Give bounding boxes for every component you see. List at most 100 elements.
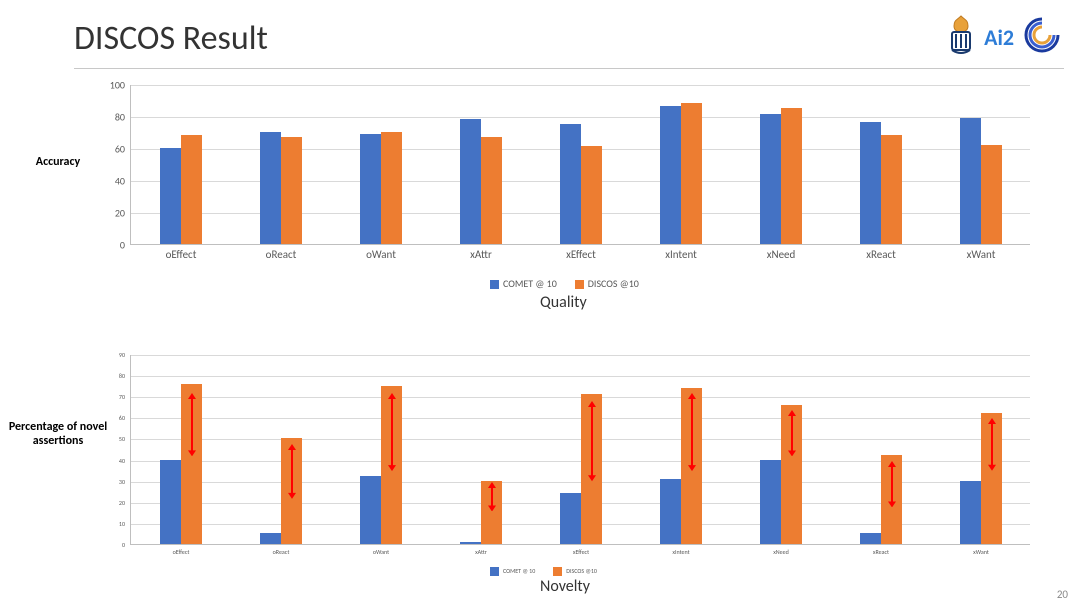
ytick: 40 — [119, 457, 131, 465]
bar-comet — [560, 493, 581, 544]
xtick: xWant — [973, 544, 989, 556]
ytick: 60 — [119, 414, 131, 422]
xtick: oEffect — [166, 244, 197, 261]
page-number: 20 — [1057, 588, 1068, 601]
chart1-ylabel: Accuracy — [8, 155, 108, 169]
bar-comet — [360, 476, 381, 544]
bar-discos — [381, 132, 402, 244]
xtick: oWant — [373, 544, 389, 556]
bar-discos — [681, 388, 702, 544]
xtick: oEffect — [173, 544, 190, 556]
logo-row: Ai2 — [946, 14, 1062, 61]
bar-comet — [160, 148, 181, 244]
accuracy-chart: 020406080100oEffectoReactoWantxAttrxEffe… — [130, 85, 1030, 305]
bar-comet — [760, 114, 781, 244]
bar-comet — [460, 119, 481, 244]
category-group — [760, 84, 802, 244]
bar-comet — [160, 460, 181, 544]
legend: COMET @ 10 DISCOS @10 — [490, 567, 597, 576]
bar-discos — [481, 137, 502, 244]
category-group — [260, 84, 302, 244]
category-group — [560, 354, 602, 544]
ytick: 0 — [122, 541, 131, 549]
ytick: 70 — [119, 393, 131, 401]
legend-item: COMET @ 10 — [490, 277, 557, 290]
legend-item: DISCOS @10 — [553, 567, 597, 576]
category-group — [460, 354, 502, 544]
bar-discos — [181, 135, 202, 244]
bar-comet — [960, 118, 981, 244]
novelty-chart: 0102030405060708090oEffectoReactoWantxAt… — [130, 355, 1030, 605]
xtick: oReact — [266, 244, 297, 261]
title-underline — [74, 68, 1064, 69]
bar-discos — [581, 146, 602, 244]
category-group — [560, 84, 602, 244]
xtick: oReact — [273, 544, 290, 556]
xtick: xIntent — [672, 544, 689, 556]
bar-comet — [560, 124, 581, 244]
bar-comet — [860, 533, 881, 544]
xtick: oWant — [366, 244, 396, 261]
bar-discos — [881, 455, 902, 544]
legend-label: DISCOS @10 — [566, 567, 597, 575]
ytick: 50 — [119, 435, 131, 443]
xtick: xAttr — [475, 544, 487, 556]
bar-discos — [781, 405, 802, 544]
category-group — [760, 354, 802, 544]
legend-label: COMET @ 10 — [503, 277, 557, 290]
ytick: 40 — [115, 175, 131, 188]
ytick: 20 — [119, 499, 131, 507]
ai2-logo: Ai2 — [984, 24, 1014, 51]
bar-comet — [960, 481, 981, 544]
slide-title: DISCOS Result — [74, 18, 268, 59]
bar-discos — [181, 384, 202, 544]
hkust-logo-icon — [946, 14, 976, 61]
legend: COMET @ 10 DISCOS @10 — [490, 277, 639, 290]
xtick: xNeed — [767, 244, 796, 261]
category-group — [260, 354, 302, 544]
ytick: 30 — [119, 478, 131, 486]
legend-label: DISCOS @10 — [588, 277, 639, 290]
bar-discos — [781, 108, 802, 244]
category-group — [660, 84, 702, 244]
bar-discos — [281, 137, 302, 244]
legend-item: COMET @ 10 — [490, 567, 535, 576]
category-group — [460, 84, 502, 244]
category-group — [360, 354, 402, 544]
category-group — [860, 84, 902, 244]
ytick: 90 — [119, 351, 131, 359]
g-logo-icon — [1022, 15, 1062, 60]
plot-area: 0102030405060708090oEffectoReactoWantxAt… — [130, 355, 1030, 545]
bar-discos — [581, 394, 602, 544]
xtick: xReact — [866, 244, 896, 261]
bar-discos — [981, 413, 1002, 544]
legend-item: DISCOS @10 — [575, 277, 639, 290]
plot-area: 020406080100oEffectoReactoWantxAttrxEffe… — [130, 85, 1030, 245]
xtick: xIntent — [665, 244, 697, 261]
bar-discos — [481, 481, 502, 544]
chart2-ylabel: Percentage of novel assertions — [8, 420, 108, 448]
category-group — [160, 84, 202, 244]
bar-discos — [681, 103, 702, 244]
bar-discos — [281, 438, 302, 544]
category-group — [360, 84, 402, 244]
ytick: 20 — [115, 207, 131, 220]
bar-comet — [260, 132, 281, 244]
category-group — [860, 354, 902, 544]
novelty-subtitle: Novelty — [540, 577, 590, 596]
xtick: xAttr — [470, 244, 492, 261]
bar-comet — [860, 122, 881, 244]
ytick: 100 — [110, 79, 131, 92]
category-group — [660, 354, 702, 544]
ytick: 80 — [119, 372, 131, 380]
bar-comet — [360, 134, 381, 244]
bar-comet — [660, 479, 681, 544]
ytick: 60 — [115, 143, 131, 156]
bar-discos — [881, 135, 902, 244]
ytick: 10 — [119, 520, 131, 528]
bar-discos — [381, 386, 402, 544]
legend-label: COMET @ 10 — [503, 567, 535, 575]
xtick: xNeed — [773, 544, 789, 556]
bar-discos — [981, 145, 1002, 244]
bar-comet — [760, 460, 781, 544]
